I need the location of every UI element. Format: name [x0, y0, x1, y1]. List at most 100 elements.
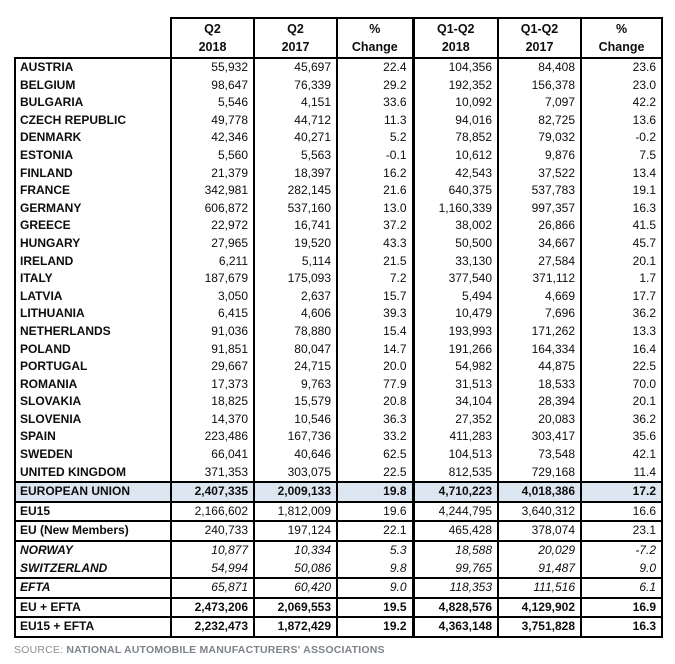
- table-row: SWITZERLAND 54,994 50,086 9.8 99,765 91,487 9.…: [14, 559, 663, 580]
- table-cell: 22,972: [170, 217, 254, 235]
- table-cell: 21.6: [336, 182, 413, 200]
- table-cell: 26,866: [497, 217, 581, 235]
- table-row: AUSTRIA 55,932 45,697 22.4 104,356 84,408 23.6: [14, 57, 663, 77]
- table-cell: 16.9: [580, 597, 663, 619]
- table-cell: 34,667: [497, 234, 581, 253]
- table-cell: 17.7: [580, 287, 663, 306]
- table-cell: 73,548: [497, 446, 581, 464]
- row-label: SPAIN: [14, 428, 171, 447]
- table-cell: 6,415: [170, 305, 254, 323]
- table-body: AUSTRIA 55,932 45,697 22.4 104,356 84,408 23.6…: [14, 57, 663, 638]
- table-cell: 1,160,339: [411, 199, 498, 218]
- registrations-table: Q2 2018 Q2 2017% Change Q1-Q2 2018 Q1-Q2 2017% Ch…: [14, 17, 663, 638]
- table-row: NETHERLANDS 91,036 78,880 15.4 193,993 171,26…: [14, 322, 663, 341]
- table-cell: 2,069,553: [253, 597, 337, 619]
- table-cell: 38,002: [411, 217, 498, 235]
- column-header: Q1-Q2 2018: [411, 17, 499, 59]
- table-cell: 4,018,386: [497, 481, 581, 503]
- table-row: SLOVAKIA 18,825 15,579 20.8 34,104 28,394 20.1: [14, 393, 663, 411]
- row-label: SWITZERLAND: [14, 559, 171, 580]
- table-cell: 1,812,009: [253, 501, 337, 523]
- table-cell: 10,479: [411, 305, 498, 323]
- table-row: ESTONIA 5,560 5,563 -0.1 10,612 9,876 7.5: [14, 146, 663, 165]
- column-header: Q2 2017: [253, 17, 338, 59]
- table-cell: 303,417: [497, 428, 581, 447]
- table-cell: 29.2: [336, 76, 413, 95]
- table-cell: 62.5: [336, 446, 413, 464]
- table-cell: 17.2: [580, 481, 663, 503]
- table-cell: 19.5: [336, 597, 413, 619]
- table-cell: 15.7: [336, 287, 413, 306]
- row-label: GERMANY: [14, 199, 171, 218]
- table-cell: 371,353: [170, 463, 254, 483]
- table-cell: 20.8: [336, 393, 413, 411]
- table-cell: 91,487: [497, 559, 581, 580]
- table-cell: 42,346: [170, 129, 254, 147]
- table-cell: 10,877: [170, 541, 254, 560]
- table-row: BELGIUM 98,647 76,339 29.2 192,352 156,378 23.…: [14, 76, 663, 95]
- table-cell: 18,825: [170, 393, 254, 411]
- table-cell: 13.6: [580, 111, 663, 130]
- table-cell: 175,093: [253, 270, 337, 288]
- table-cell: 16.6: [580, 501, 663, 523]
- table-cell: 70.0: [580, 375, 663, 394]
- table-cell: 39.3: [336, 305, 413, 323]
- table-cell: 19.8: [336, 481, 413, 503]
- table-cell: 164,334: [497, 340, 581, 359]
- table-row: GREECE 22,972 16,741 37.2 38,002 26,866 41.5: [14, 217, 663, 235]
- table-cell: 49,778: [170, 111, 254, 130]
- table-cell: 4,244,795: [411, 501, 498, 523]
- table-cell: 31,513: [411, 375, 498, 394]
- table-cell: 21,379: [170, 164, 254, 183]
- table-cell: 2,407,335: [170, 481, 254, 503]
- table-cell: 997,357: [497, 199, 581, 218]
- table-cell: 42.2: [580, 94, 663, 112]
- table-row: EUROPEAN UNION 2,407,335 2,009,133 19.8 4,71…: [14, 481, 663, 503]
- row-label: ITALY: [14, 270, 171, 288]
- table-cell: 23.6: [580, 57, 663, 77]
- table-cell: 5,563: [253, 146, 337, 165]
- table-cell: 44,875: [497, 358, 581, 376]
- table-cell: 22.5: [580, 358, 663, 376]
- table-cell: 19.1: [580, 182, 663, 200]
- table-cell: 192,352: [411, 76, 498, 95]
- column-header: Q2 2018: [170, 17, 255, 59]
- table-row: HUNGARY 27,965 19,520 43.3 50,500 34,667 45.7: [14, 234, 663, 253]
- column-header: % Change: [580, 17, 663, 59]
- table-row: FINLAND 21,379 18,397 16.2 42,543 37,522 13.4: [14, 164, 663, 183]
- table-cell: 33.6: [336, 94, 413, 112]
- table-cell: 91,036: [170, 322, 254, 341]
- table-cell: 6,211: [170, 252, 254, 271]
- table-cell: 80,047: [253, 340, 337, 359]
- table-row: FRANCE 342,981 282,145 21.6 640,375 537,783 19…: [14, 182, 663, 200]
- table-cell: 66,041: [170, 446, 254, 464]
- table-cell: 28,394: [497, 393, 581, 411]
- table-cell: 411,283: [411, 428, 498, 447]
- table-cell: 21.5: [336, 252, 413, 271]
- table-cell: 94,016: [411, 111, 498, 130]
- table-cell: 9,876: [497, 146, 581, 165]
- table-cell: 24,715: [253, 358, 337, 376]
- table-cell: 44,712: [253, 111, 337, 130]
- table-cell: 10,546: [253, 410, 337, 429]
- table-cell: 729,168: [497, 463, 581, 483]
- row-label: EU + EFTA: [14, 597, 171, 619]
- column-header: % Change: [336, 17, 414, 59]
- table-cell: 29,667: [170, 358, 254, 376]
- row-label: UNITED KINGDOM: [14, 463, 171, 483]
- table-cell: 11.3: [336, 111, 413, 130]
- table-cell: 9.0: [336, 578, 413, 599]
- table-cell: 19.6: [336, 501, 413, 523]
- table-cell: 23.1: [580, 521, 663, 543]
- table-cell: 42,543: [411, 164, 498, 183]
- table-cell: 812,535: [411, 463, 498, 483]
- table-cell: 82,725: [497, 111, 581, 130]
- table-cell: 33.2: [336, 428, 413, 447]
- table-cell: 78,880: [253, 322, 337, 341]
- table-cell: 14.7: [336, 340, 413, 359]
- row-label: BELGIUM: [14, 76, 171, 95]
- row-label: FRANCE: [14, 182, 171, 200]
- table-cell: 118,353: [411, 578, 498, 599]
- table-cell: 15.4: [336, 322, 413, 341]
- row-label: FINLAND: [14, 164, 171, 183]
